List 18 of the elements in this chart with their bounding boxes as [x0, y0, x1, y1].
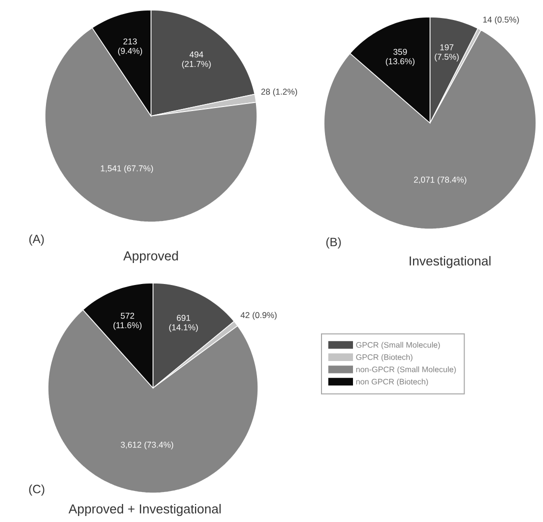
data-label: 14 (0.5%) [483, 16, 519, 24]
data-label: 359 (13.6%) [386, 48, 414, 66]
data-label: 42 (0.9%) [240, 312, 277, 320]
data-label: 691 (14.1%) [169, 314, 198, 332]
data-label: 2,071 (78.4%) [414, 176, 466, 184]
data-label: 1,541 (67.7%) [100, 165, 153, 174]
text: Approved + Investigational [68, 504, 221, 516]
text: (A) [29, 234, 44, 246]
text: (C) [29, 484, 44, 496]
text: (B) [326, 237, 341, 249]
data-label: 3,612 (73.4%) [120, 441, 174, 450]
data-label: 28 (1.2%) [261, 88, 298, 96]
data-label: 213 (9.4%) [118, 38, 142, 56]
data-label: 494 (21.7%) [182, 51, 211, 69]
text: Investigational [410, 256, 490, 268]
text: Approved [123, 250, 178, 264]
data-label: 197 (7.5%) [434, 44, 459, 62]
data-label: 572 (11.6%) [114, 312, 142, 330]
